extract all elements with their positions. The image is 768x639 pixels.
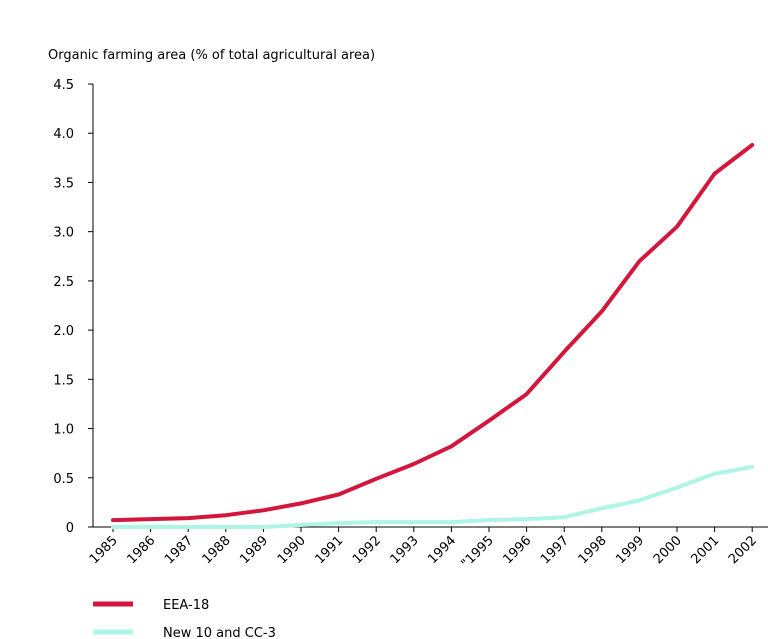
x-tick-label: 1989 [237,533,271,567]
legend-label: EEA-18 [163,598,209,613]
legend-label: New 10 and CC-3 [163,626,276,639]
x-tick-label: 1991 [312,533,346,567]
x-tick-label: 1985 [87,533,121,567]
y-tick-label: 0.5 [53,472,74,487]
y-tick-label: 0 [66,521,74,536]
x-tick-label: 1999 [613,533,647,567]
axes: 0 0.5 1.0 1.5 2.0 2.5 3.0 3.5 4.0 4.5 1985 1986 1987… [53,78,768,571]
x-tick-label: 1993 [388,533,422,567]
y-tick-label: 1.0 [53,423,74,438]
x-tick-label: 1998 [576,533,610,567]
series-lines [111,143,755,529]
x-tick-label: 1990 [275,533,309,567]
y-axis-label: Organic farming area (% of total agricul… [48,48,375,63]
x-tick-label: 1997 [538,533,572,567]
x-tick-label: 1994 [425,533,459,567]
x-tick-label: 2001 [688,533,722,567]
y-tick-label: 4.5 [53,78,74,93]
x-tick-label: "1995 [459,533,497,571]
y-tick-label: 1.5 [53,373,74,388]
x-tick-label: 1988 [200,533,234,567]
x-tick-label: 1987 [162,533,196,567]
series-line [111,143,755,523]
x-tick-label: 1986 [124,533,158,567]
x-tick-label: 1992 [350,533,384,567]
y-tick-label: 3.0 [53,226,74,241]
y-tick-label: 3.5 [53,176,74,191]
series-line [111,464,755,529]
x-tick-label: 2000 [651,533,685,567]
legend: EEA-18 New 10 and CC-3 [93,598,276,639]
x-tick-label: 1996 [500,533,534,567]
x-tick-label: 2002 [726,533,760,567]
y-tick-label: 2.5 [53,275,74,290]
y-tick-label: 2.0 [53,324,74,339]
y-tick-label: 4.0 [53,127,74,142]
